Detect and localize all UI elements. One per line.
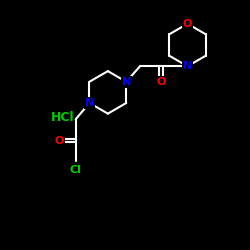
Text: O: O	[55, 136, 64, 145]
Text: N: N	[85, 98, 94, 108]
Text: N: N	[183, 61, 192, 71]
Text: N: N	[122, 77, 131, 87]
Text: N: N	[122, 77, 131, 87]
Text: HCl: HCl	[51, 111, 74, 124]
Text: O: O	[156, 77, 166, 87]
Text: O: O	[183, 19, 192, 29]
Text: Cl: Cl	[70, 165, 82, 175]
